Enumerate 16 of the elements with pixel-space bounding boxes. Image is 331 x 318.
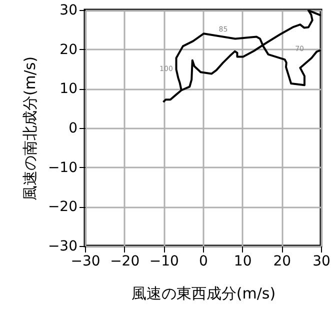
y-axis-title: 風速の南北成分(m/s) [20, 56, 39, 201]
x-tick-label: −10 [149, 254, 179, 270]
y-tick-label: −20 [48, 199, 78, 216]
y-tick-label: 20 [60, 42, 78, 58]
y-tick-label: −30 [48, 238, 78, 254]
x-tick-label: 10 [234, 254, 252, 270]
x-axis-title: 風速の東西成分(m/s) [131, 284, 276, 302]
x-tick-label: 0 [199, 254, 208, 270]
y-tick-label: 10 [60, 81, 78, 98]
y-tick-label: 0 [68, 120, 78, 136]
x-tick-label: −30 [70, 254, 100, 270]
y-tick-label: −10 [48, 160, 78, 176]
x-tick-label: 30 [312, 254, 330, 270]
x-tick-label: 20 [273, 254, 292, 270]
x-tick-label: −20 [110, 254, 140, 270]
y-tick-label: 30 [60, 2, 78, 18]
